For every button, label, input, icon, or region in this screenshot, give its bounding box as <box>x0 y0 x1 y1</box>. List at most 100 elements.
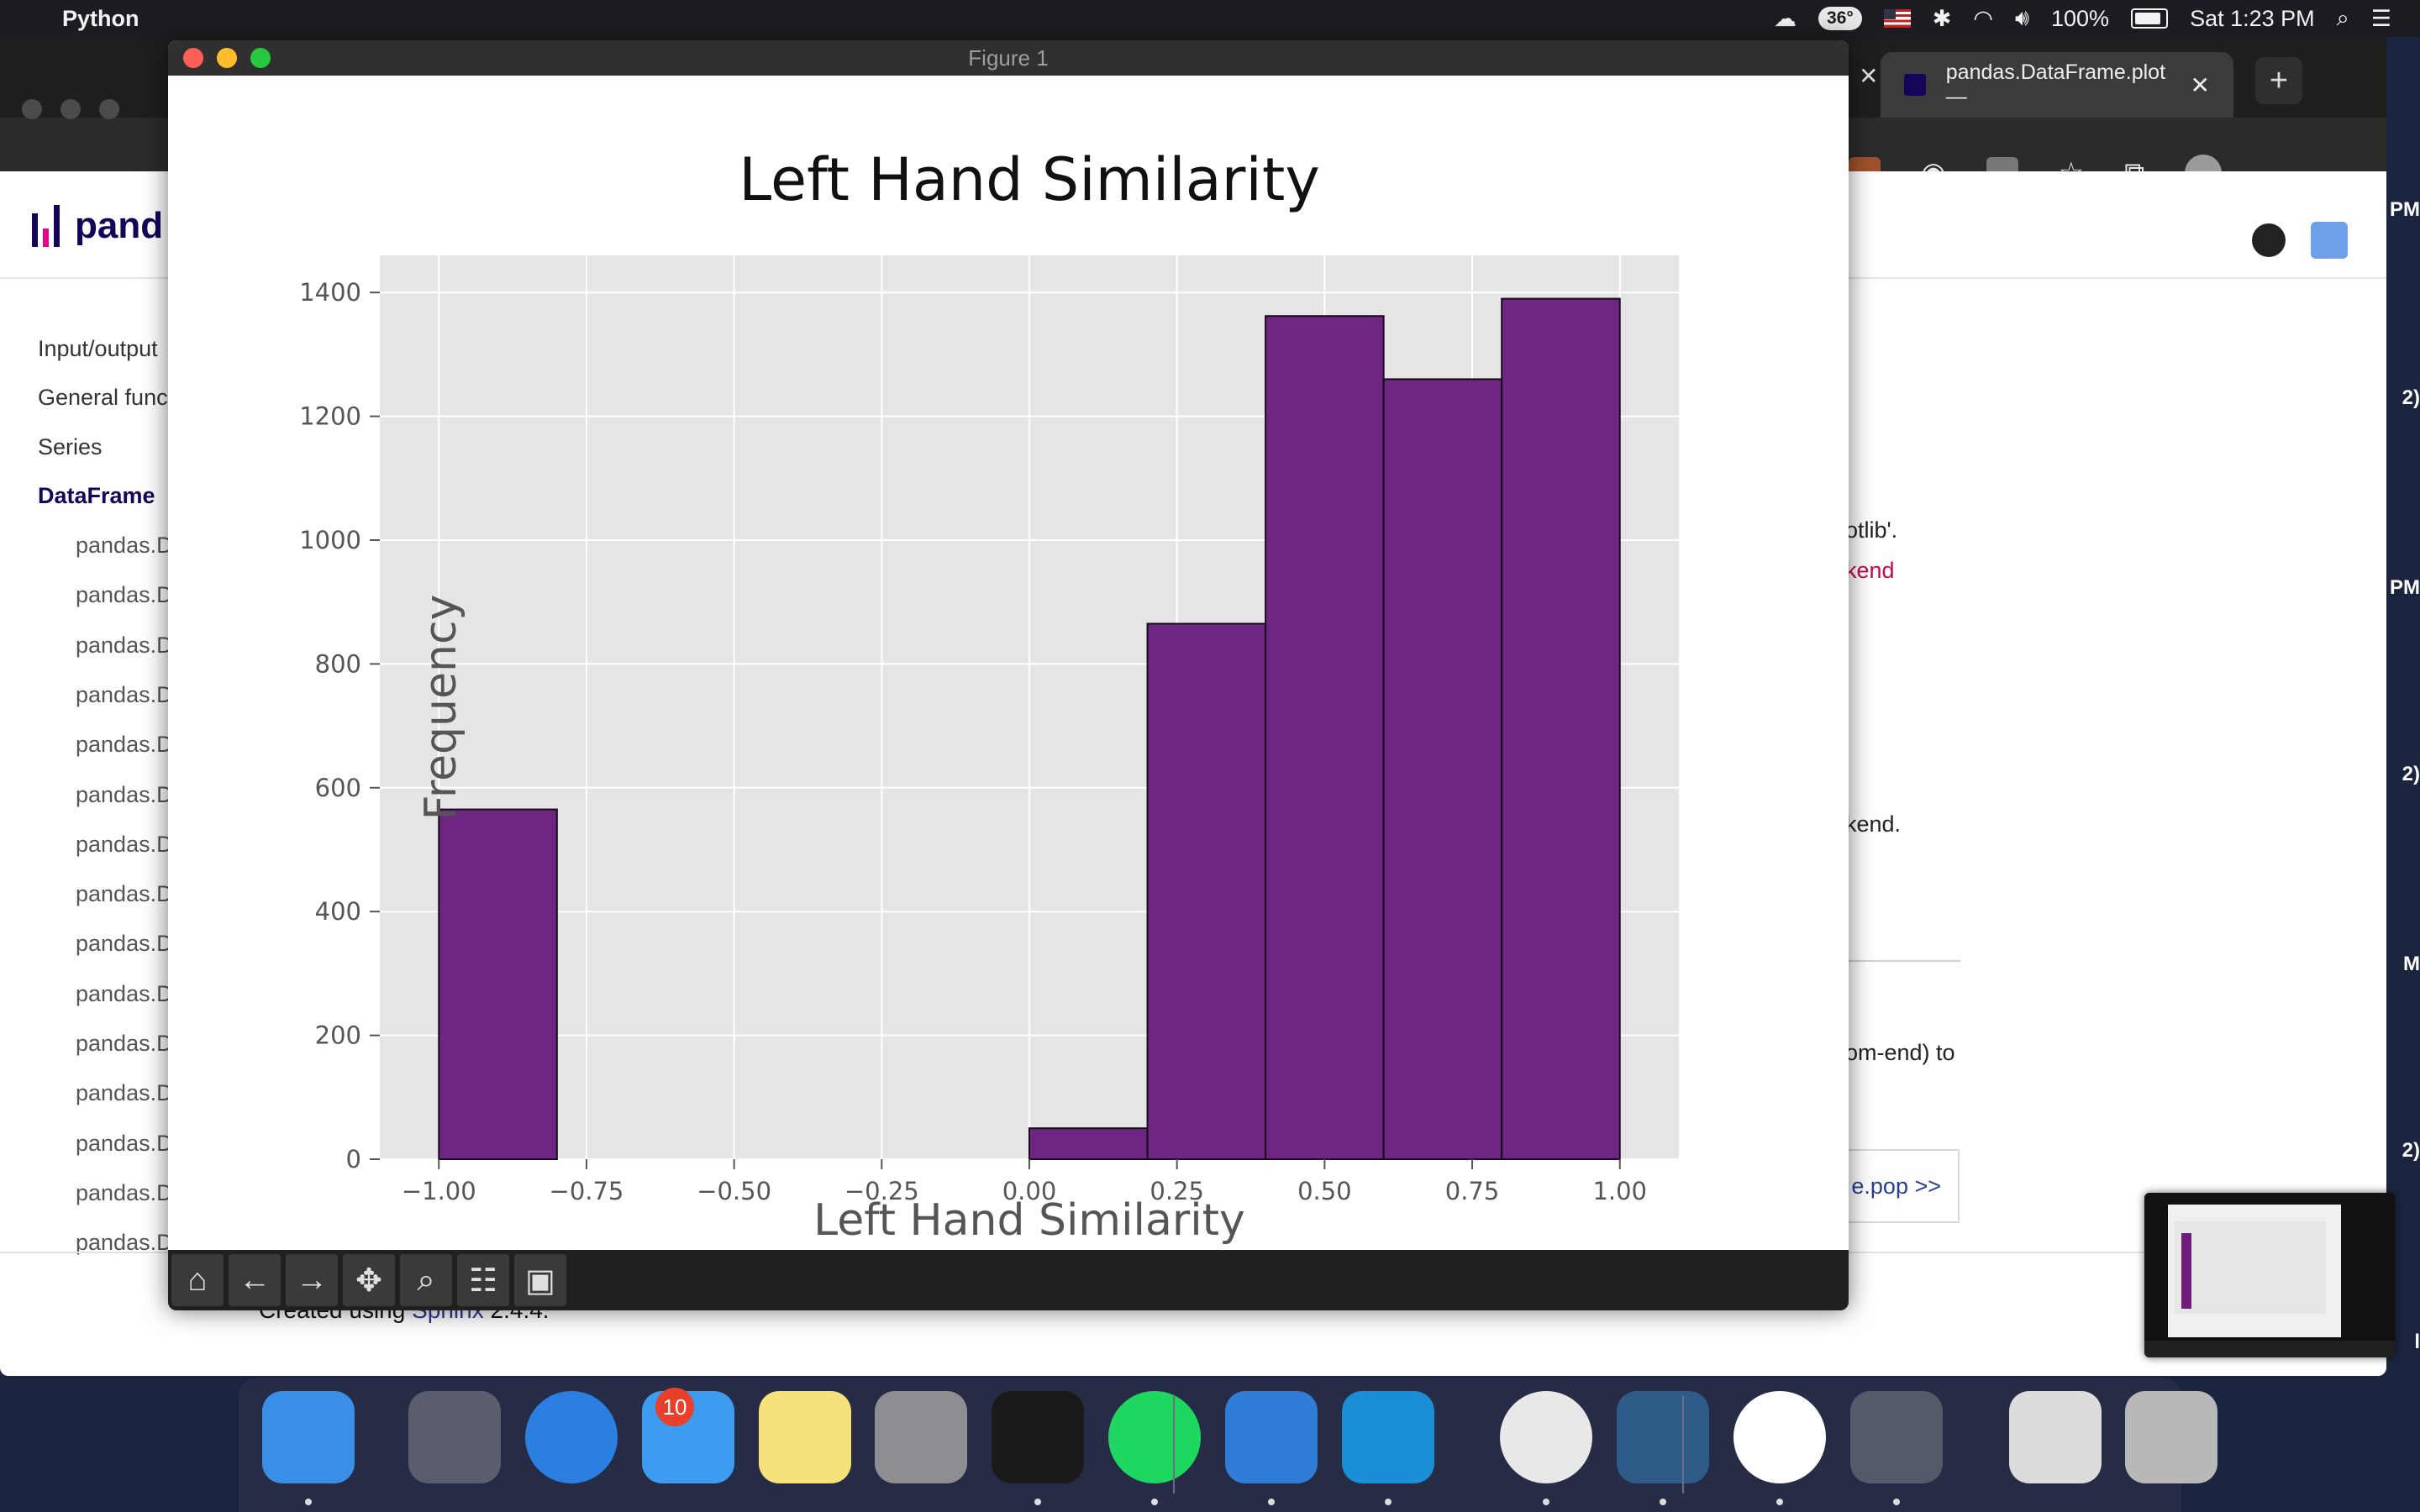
sidebar-subitem[interactable]: pandas.D <box>76 980 173 1006</box>
screenshot-preview-icon[interactable] <box>2008 1391 2102 1483</box>
x-tick-label: −0.25 <box>844 1177 919 1205</box>
github-icon[interactable] <box>2252 223 2286 257</box>
safari-icon[interactable] <box>524 1391 618 1483</box>
notes-icon[interactable] <box>758 1391 851 1483</box>
sidebar-subitem[interactable]: pandas.D <box>76 881 173 907</box>
mongodb-compass-icon[interactable] <box>1733 1391 1827 1483</box>
close-button[interactable] <box>183 48 203 68</box>
pan-icon[interactable]: ✥ <box>343 1254 395 1306</box>
finder-icon[interactable] <box>261 1391 355 1483</box>
content-code-fragment[interactable]: kend <box>1845 558 1895 583</box>
terminal-icon[interactable] <box>992 1391 1085 1483</box>
sidebar-subitem[interactable]: pandas.D <box>76 831 173 857</box>
histogram-bar <box>1146 622 1267 1160</box>
sidebar-subitem[interactable]: pandas.D <box>76 1031 173 1056</box>
thumbnail-bar <box>2181 1233 2191 1309</box>
figure-toolbar: ⌂ ← → ✥ ⌕ ☷ ▣ <box>168 1250 1849 1310</box>
edge-text-fragment: 2) <box>2402 1139 2420 1162</box>
close-tab-icon[interactable]: ✕ <box>2190 71 2210 98</box>
sidebar-item[interactable]: Input/output <box>38 336 158 361</box>
chrome-icon[interactable] <box>1500 1391 1593 1483</box>
next-page-label: e.pop >> <box>1851 1173 1941 1199</box>
sidebar-item[interactable]: Series <box>38 434 103 459</box>
menu-clock[interactable]: Sat 1:23 PM <box>2190 5 2315 31</box>
edge-text-fragment: l <box>2414 1331 2420 1353</box>
content-divider <box>1845 960 1960 962</box>
spotlight-search-icon[interactable]: ⌕ <box>2336 5 2349 30</box>
spotify-icon[interactable] <box>1108 1391 1202 1483</box>
histogram-bar <box>1265 315 1385 1160</box>
battery-icon[interactable] <box>2131 8 2169 29</box>
minimize-window-button[interactable] <box>60 99 81 119</box>
running-indicator <box>304 1499 312 1505</box>
wifi-icon[interactable]: ◠ <box>1973 5 1993 31</box>
y-tick-label: 1000 <box>299 526 361 554</box>
content-text-fragment: kend. <box>1845 811 1902 837</box>
sidebar-subitem[interactable]: pandas.D <box>76 681 173 707</box>
forward-icon[interactable]: → <box>286 1254 338 1306</box>
sidebar-subitem[interactable]: pandas.D <box>76 1130 173 1156</box>
creative-cloud-icon[interactable]: ☁ <box>1774 5 1797 31</box>
messages-badge: 10 <box>655 1388 694 1426</box>
twitter-icon[interactable] <box>2311 222 2348 259</box>
edge-text-fragment: PM <box>2390 576 2420 599</box>
figure-canvas[interactable]: −1.00 −0.75 −0.50 −0.25 0.00 0.25 0.50 0.75 1.00… <box>168 76 1849 1250</box>
python-launcher-icon[interactable] <box>1849 1391 1943 1483</box>
edge-text-fragment: 2) <box>2402 386 2420 409</box>
sidebar-subitem[interactable]: pandas.D <box>76 732 173 758</box>
fullscreen-button[interactable] <box>250 48 271 68</box>
sidebar-subitem[interactable]: pandas.D <box>76 931 173 957</box>
edge-text-fragment: 2) <box>2402 763 2420 785</box>
minimize-button[interactable] <box>217 48 237 68</box>
mysql-workbench-icon[interactable] <box>1617 1391 1710 1483</box>
screenshot-thumbnail[interactable] <box>2144 1193 2395 1357</box>
bluetooth-icon[interactable]: ✱ <box>1932 5 1952 31</box>
running-indicator <box>1267 1499 1275 1505</box>
close-window-button[interactable] <box>22 99 42 119</box>
logo-text: pand <box>75 205 164 246</box>
content-text-fragment: om-end) to <box>1845 1040 1955 1065</box>
close-tab-icon[interactable]: ✕ <box>1859 63 1879 89</box>
thumbnail-toolbar <box>2144 1341 2395 1357</box>
sidebar-subitem[interactable]: pandas.D <box>76 1179 173 1205</box>
figure-titlebar[interactable]: Figure 1 <box>168 40 1849 76</box>
save-icon[interactable]: ▣ <box>514 1254 566 1306</box>
tab-pandas-plot[interactable]: pandas.DataFrame.plot — ✕ <box>1881 52 2233 118</box>
pandas-favicon-icon <box>1904 74 1926 96</box>
app-name-menu[interactable]: Python <box>62 5 139 31</box>
battery-percent: 100% <box>2051 5 2110 31</box>
histogram-chart: −1.00 −0.75 −0.50 −0.25 0.00 0.25 0.50 0.75 1.00… <box>299 145 1679 1246</box>
y-tick-label: 800 <box>315 649 361 678</box>
sidebar-subitem[interactable]: pandas.D <box>76 781 173 807</box>
edge-icon[interactable] <box>1341 1391 1434 1483</box>
running-indicator <box>1776 1499 1784 1505</box>
sidebar-subitem[interactable]: pandas.D <box>76 1230 173 1256</box>
notification-center-icon[interactable]: ☰ <box>2370 5 2391 31</box>
pandas-logo[interactable]: pand <box>32 205 163 247</box>
menu-bar: Python ☁ 36° ✱ ◠ 🔊︎ 100% Sat 1:23 PM ⌕ ☰ <box>0 0 2420 37</box>
input-source-flag-icon[interactable] <box>1883 9 1911 28</box>
status-area: ☁ 36° ✱ ◠ 🔊︎ 100% Sat 1:23 PM ⌕ ☰ <box>1774 0 2391 37</box>
volume-icon[interactable]: 🔊︎ <box>2014 5 2029 30</box>
next-page-button[interactable]: e.pop >> <box>1845 1149 1960 1223</box>
weather-widget[interactable]: 36° <box>1818 7 1862 30</box>
sidebar-subitem[interactable]: pandas.D <box>76 582 173 608</box>
dock <box>239 1378 2218 1512</box>
vscode-icon[interactable] <box>1224 1391 1318 1483</box>
zoom-icon[interactable]: ⌕ <box>400 1254 452 1306</box>
back-icon[interactable]: ← <box>229 1254 281 1306</box>
home-icon[interactable]: ⌂ <box>171 1254 224 1306</box>
sidebar-item[interactable]: DataFrame <box>38 483 155 508</box>
x-tick-label: 0.50 <box>1297 1177 1352 1205</box>
sidebar-item[interactable]: General funct <box>38 385 175 410</box>
sidebar-subitem[interactable]: pandas.D <box>76 632 173 658</box>
new-tab-button[interactable]: + <box>2255 57 2302 104</box>
sidebar-subitem[interactable]: pandas.D <box>76 1080 173 1106</box>
launchpad-icon[interactable] <box>408 1391 502 1483</box>
zoom-window-button[interactable] <box>99 99 119 119</box>
docs-sidebar: Input/output General funct Series DataFrame… <box>0 277 174 1285</box>
trash-icon[interactable] <box>2125 1391 2218 1483</box>
system-preferences-icon[interactable] <box>875 1391 968 1483</box>
sidebar-subitem[interactable]: pandas.D <box>76 533 173 558</box>
configure-icon[interactable]: ☷ <box>457 1254 509 1306</box>
